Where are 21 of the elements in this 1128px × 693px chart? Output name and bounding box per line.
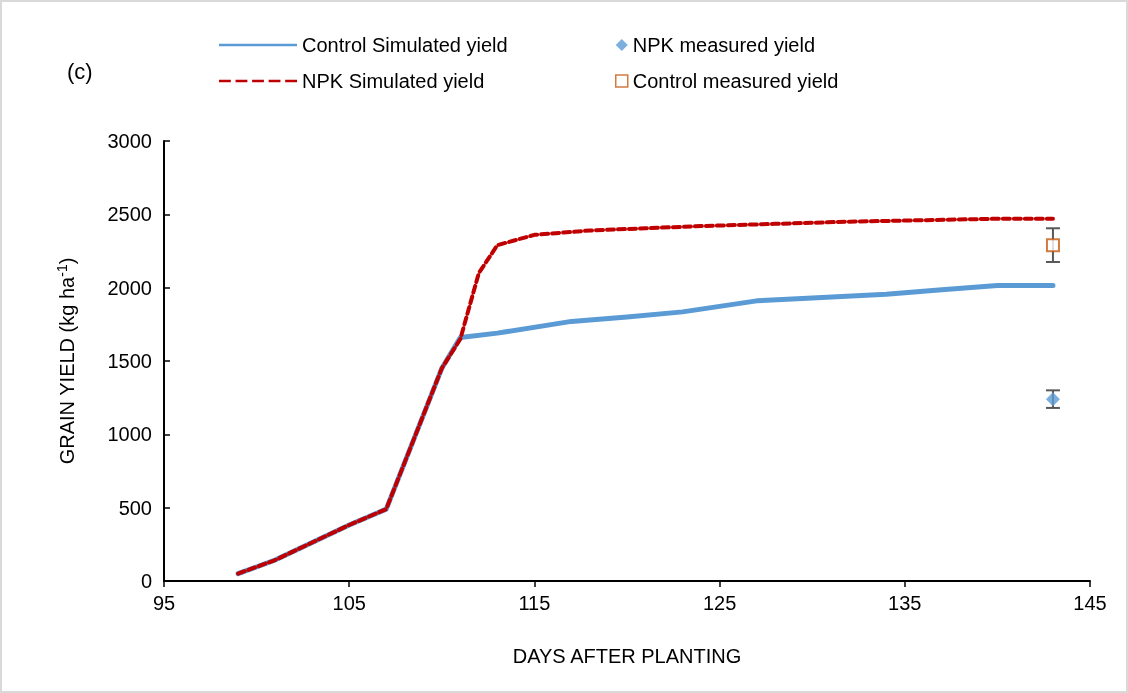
y-tick-label: 500	[118, 496, 152, 519]
y-tick-label: 0	[140, 570, 152, 592]
x-tick-label: 115	[518, 592, 551, 614]
x-tick-label: 145	[1073, 592, 1107, 614]
y-tick-label: 1000	[107, 423, 152, 446]
x-tick-label: 135	[888, 592, 922, 614]
legend-label: Control Simulated yield	[302, 34, 508, 56]
y-tick-label: 3000	[107, 130, 152, 152]
legend-label: Control measured yield	[632, 70, 839, 92]
y-axis-title: GRAIN YIELD (kg ha-1)	[54, 257, 78, 465]
x-axis-title: DAYS AFTER PLANTING	[512, 645, 742, 667]
text: (c)	[67, 58, 93, 84]
x-tick-label: 105	[332, 592, 366, 614]
y-tick-label: 2500	[107, 203, 152, 226]
line-series	[236, 216, 1055, 576]
legend-label: NPK Simulated yield	[302, 70, 485, 92]
y-tick-label: 2000	[107, 276, 152, 299]
x-tick-label: 95	[152, 592, 176, 614]
x-tick-label: 125	[702, 592, 737, 614]
legend-label: NPK measured yield	[632, 34, 816, 56]
y-tick-label: 1500	[107, 350, 152, 372]
